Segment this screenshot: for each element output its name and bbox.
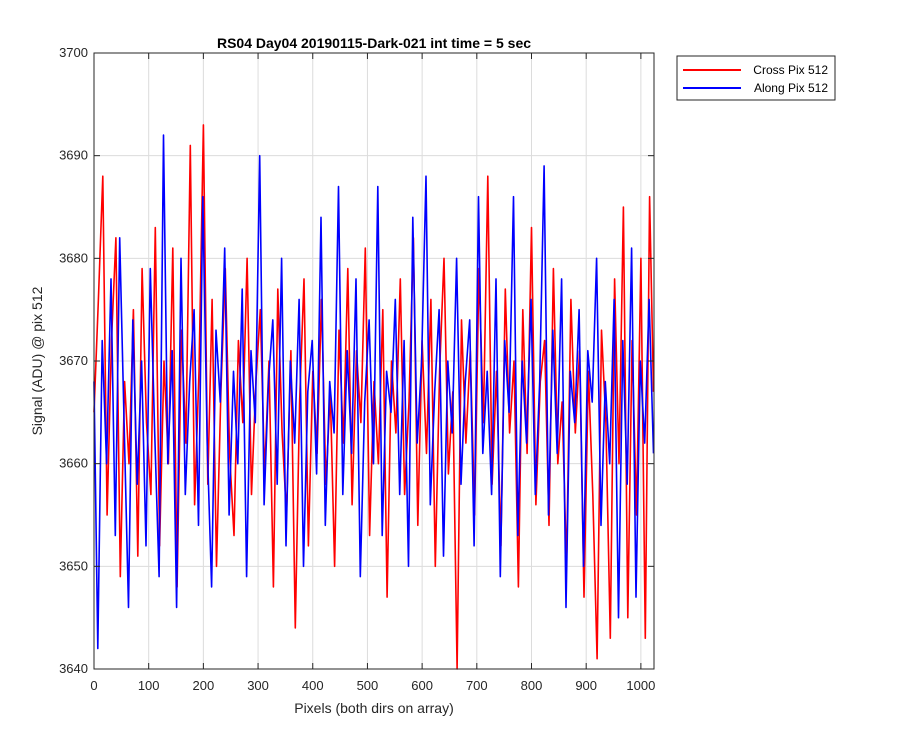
x-tick-label: 800 xyxy=(521,678,543,693)
legend-label: Along Pix 512 xyxy=(754,81,828,95)
x-tick-label: 200 xyxy=(193,678,215,693)
y-tick-label: 3680 xyxy=(59,250,88,265)
y-tick-label: 3650 xyxy=(59,558,88,573)
x-tick-label: 100 xyxy=(138,678,160,693)
legend: Cross Pix 512 Along Pix 512 xyxy=(676,55,836,101)
legend-box xyxy=(676,55,836,101)
x-tick-label: 600 xyxy=(411,678,433,693)
y-tick-label: 3690 xyxy=(59,148,88,163)
legend-label: Cross Pix 512 xyxy=(753,63,828,77)
x-tick-label: 500 xyxy=(357,678,379,693)
y-axis-label: Signal (ADU) @ pix 512 xyxy=(29,286,45,435)
y-axis: 3640 3650 3660 3670 3680 3690 3700 xyxy=(59,45,654,676)
chart-title: RS04 Day04 20190115-Dark-021 int time = … xyxy=(217,35,531,51)
y-tick-label: 3640 xyxy=(59,661,88,676)
x-tick-label: 900 xyxy=(575,678,597,693)
y-tick-label: 3670 xyxy=(59,353,88,368)
x-tick-label: 400 xyxy=(302,678,324,693)
series-line-along-pix-512 xyxy=(93,134,655,650)
y-tick-label: 3700 xyxy=(59,45,88,60)
y-tick-label: 3660 xyxy=(59,456,88,471)
series-layer xyxy=(93,124,655,670)
x-axis: 0 100 200 300 400 500 600 700 800 900 1000 xyxy=(90,53,655,693)
x-tick-label: 700 xyxy=(466,678,488,693)
x-tick-label: 0 xyxy=(90,678,97,693)
x-axis-label: Pixels (both dirs on array) xyxy=(294,700,454,716)
x-tick-label: 300 xyxy=(247,678,269,693)
x-tick-label: 1000 xyxy=(626,678,655,693)
